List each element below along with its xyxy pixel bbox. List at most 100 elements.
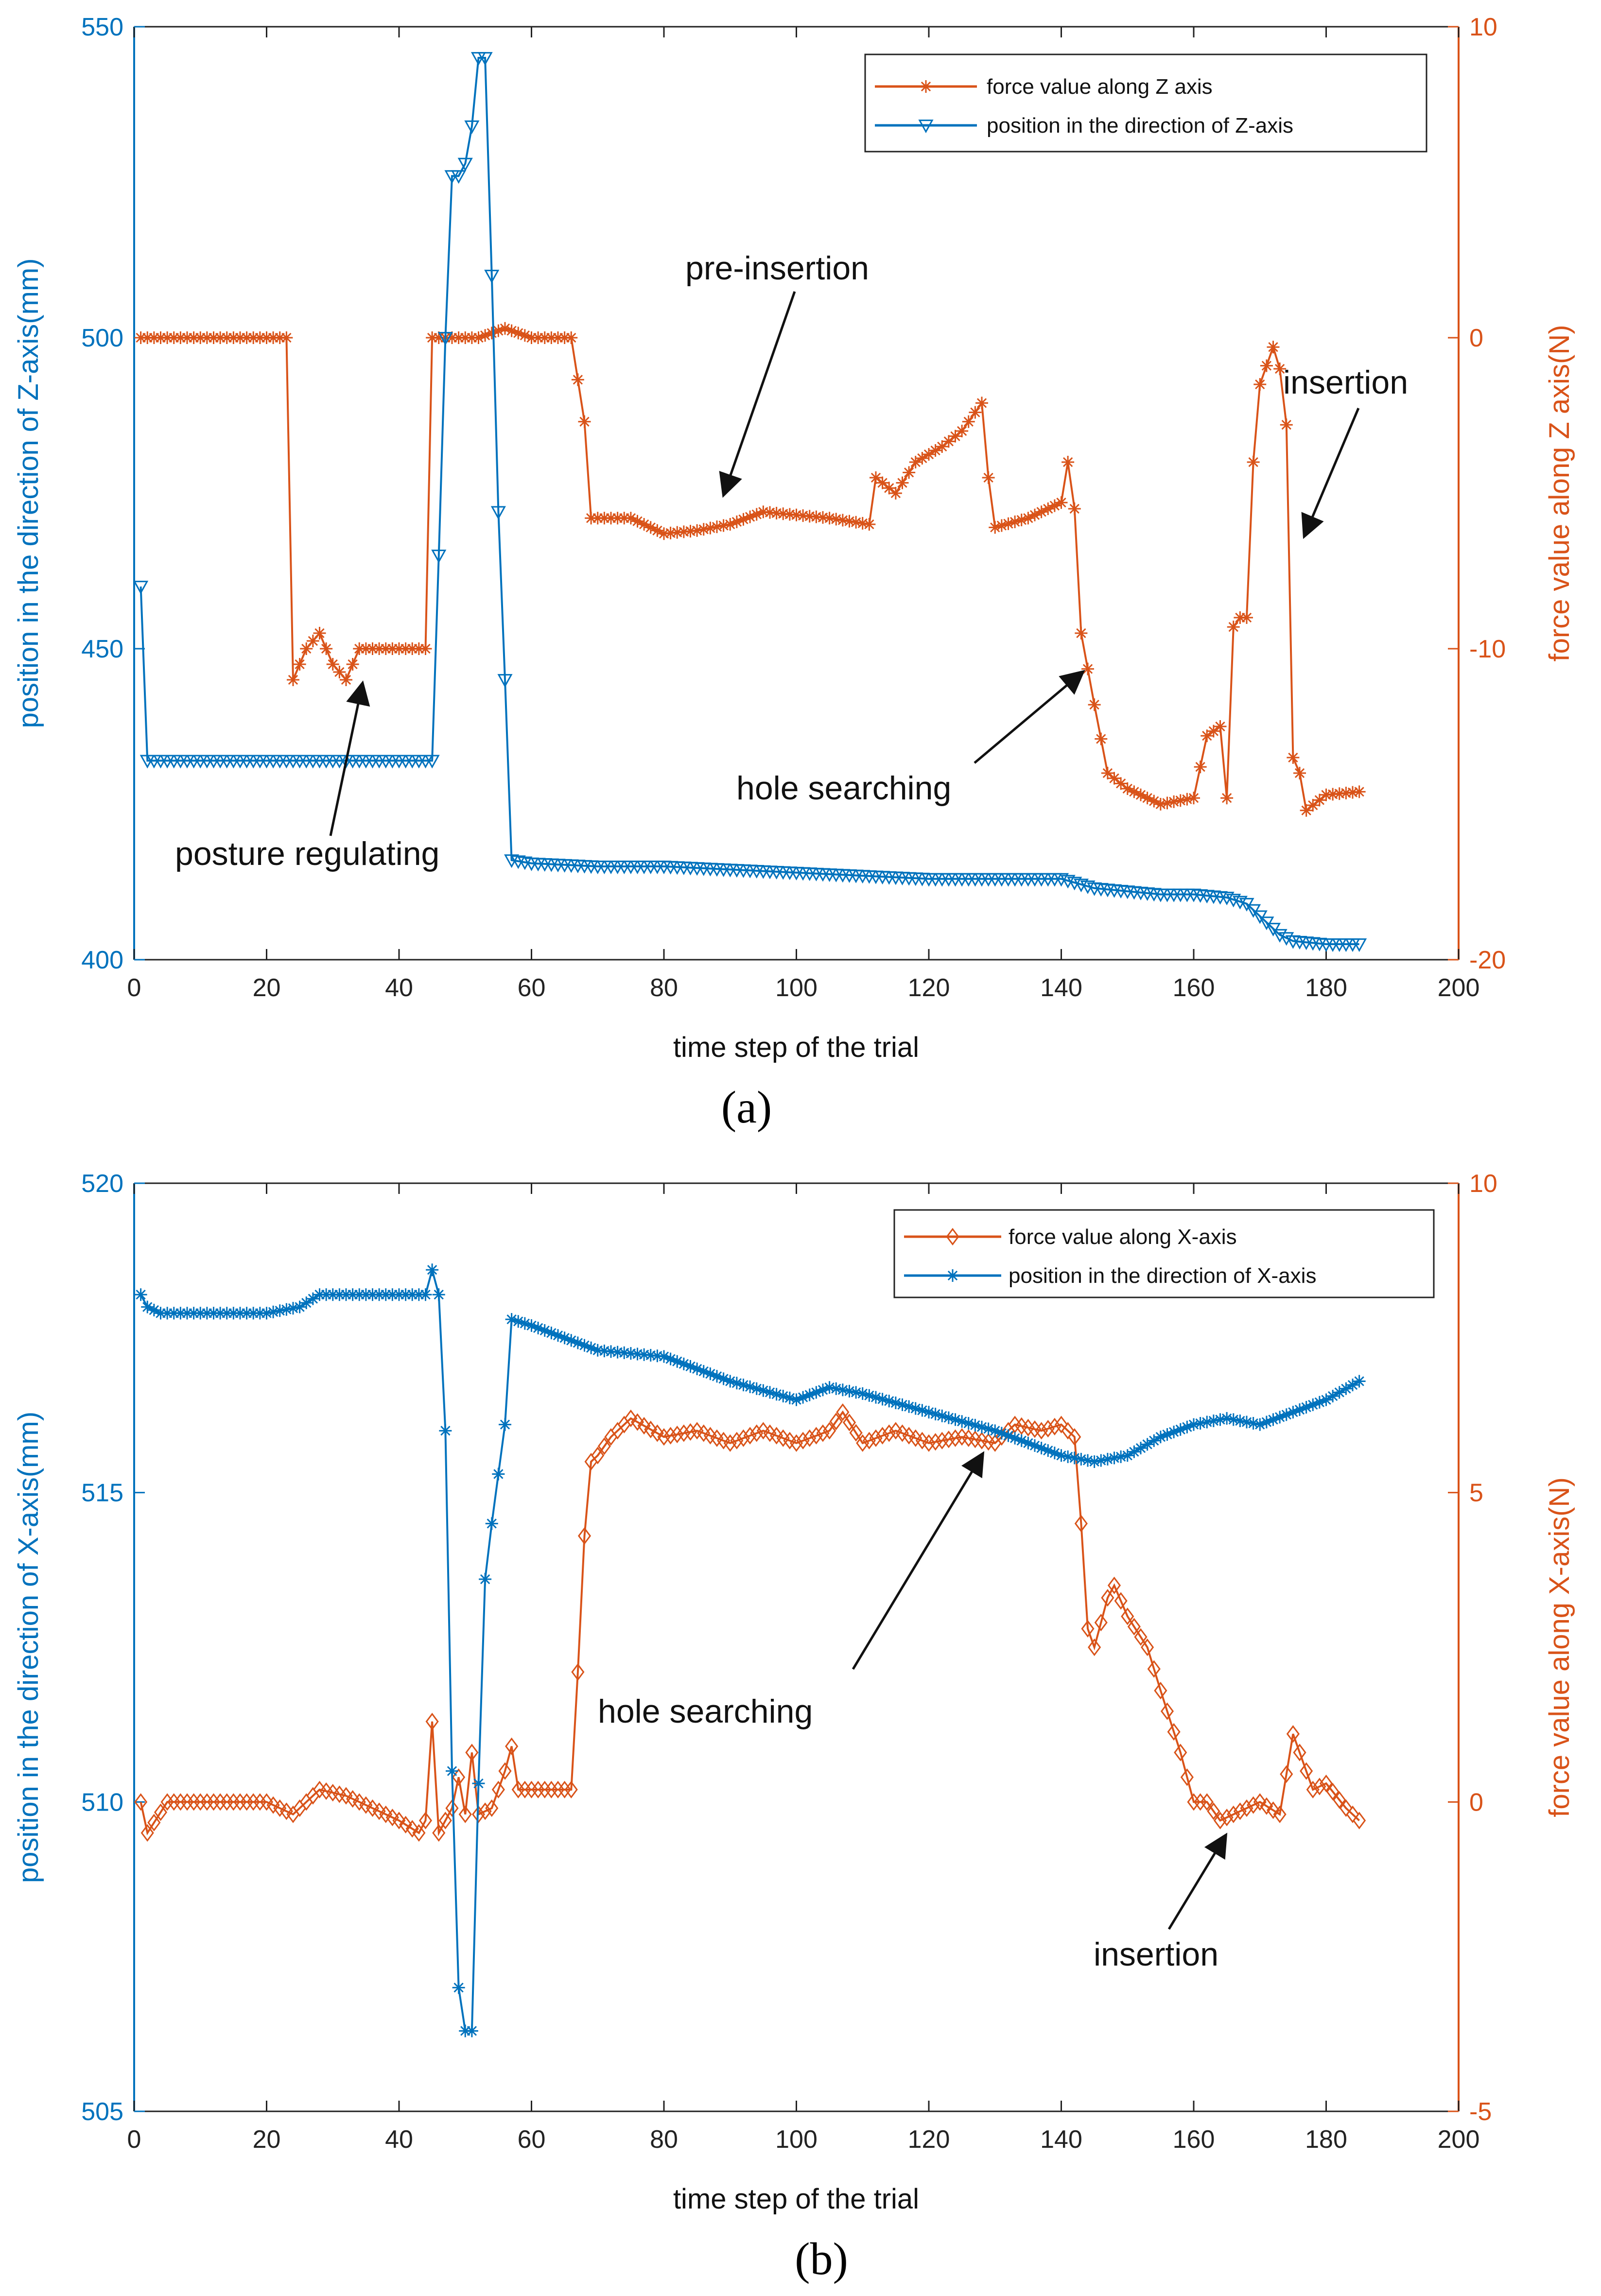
data-point [240,1307,253,1320]
x-tick-label: 100 [775,2125,818,2154]
data-point [306,635,319,647]
data-point [664,1352,677,1365]
left-y-tick-label: 400 [81,946,123,974]
data-point [1306,799,1320,812]
data-point [724,1375,737,1388]
data-point [1041,1419,1055,1438]
data-point [267,1305,280,1318]
data-point [1201,1416,1214,1429]
data-point [538,1324,551,1337]
data-point [850,516,863,529]
data-point [605,512,617,525]
data-point [1300,804,1313,817]
data-point [353,642,366,655]
legend-marker [946,1269,959,1282]
x-tick-label: 80 [650,974,678,1002]
data-point [1319,1775,1333,1793]
data-point [1048,1417,1062,1435]
data-point [193,1793,207,1811]
data-point [836,1403,850,1421]
data-point [227,1307,240,1320]
data-point [1340,1382,1353,1395]
data-point [989,521,1002,534]
data-point [585,512,598,525]
legend-label-position-a: position in the direction of Z-axis [987,114,1293,138]
left-y-tick-label: 505 [81,2098,123,2126]
data-point [1213,1812,1227,1830]
data-point [379,1288,392,1301]
data-point [856,1387,869,1400]
data-point [393,1288,405,1301]
data-point [1306,1780,1320,1798]
data-point [922,448,935,461]
data-point [1313,1396,1326,1409]
data-point [1194,1417,1207,1430]
data-point [479,1572,492,1586]
data-point [836,514,849,527]
data-point [1220,1412,1234,1425]
data-point [167,331,180,344]
data-point [1134,1441,1147,1454]
data-point [743,1427,757,1445]
data-point [293,658,306,671]
data-point [1320,1393,1333,1406]
data-point [253,1307,266,1320]
data-point [1279,932,1294,946]
data-point [346,1288,359,1301]
data-point [452,1981,465,1994]
data-point [1214,1413,1227,1426]
data-point [1194,1793,1207,1811]
data-point [1181,793,1194,806]
data-point [783,508,796,521]
data-point [293,1300,306,1313]
data-point [677,1357,690,1370]
data-point [823,1381,836,1394]
data-point [538,331,551,344]
data-point [477,52,493,66]
data-point [810,1386,823,1399]
series-markers-0 [134,1403,1366,1842]
data-point [273,1799,287,1817]
data-point [929,444,942,457]
data-point [777,1390,790,1403]
data-point [1148,794,1161,808]
data-point [577,1527,592,1545]
data-point [995,519,1008,532]
data-point [426,331,439,344]
data-point [1293,767,1306,779]
data-point [711,520,723,534]
legend-label-position-b: position in the direction of X-axis [1009,1264,1316,1288]
data-point [253,331,266,344]
data-point [412,642,425,655]
data-point [969,1418,982,1432]
x-axis-label-a: time step of the trial [673,1032,919,1063]
data-point [372,1802,386,1820]
data-point [969,406,982,419]
data-point [697,523,710,536]
data-point [1273,1411,1287,1424]
data-point [154,331,167,344]
data-point [181,331,193,344]
data-point [458,1805,472,1823]
data-point [948,1429,962,1447]
data-point [174,331,187,344]
data-point [1180,1768,1194,1786]
data-point [465,2024,478,2037]
data-point [133,581,149,595]
data-point [829,1413,843,1431]
data-point [141,1300,154,1313]
data-point [306,1292,319,1305]
data-point [558,1780,572,1798]
data-point [1253,378,1267,391]
data-point [220,1793,234,1811]
data-point [499,1418,511,1431]
data-point [464,120,480,134]
data-point [1095,732,1108,745]
data-point [273,331,286,344]
data-point [320,1288,333,1301]
data-point [995,1427,1008,1440]
data-point [419,1288,432,1301]
data-point [730,1377,743,1390]
data-point [1174,1423,1187,1436]
data-point [1035,1441,1048,1454]
